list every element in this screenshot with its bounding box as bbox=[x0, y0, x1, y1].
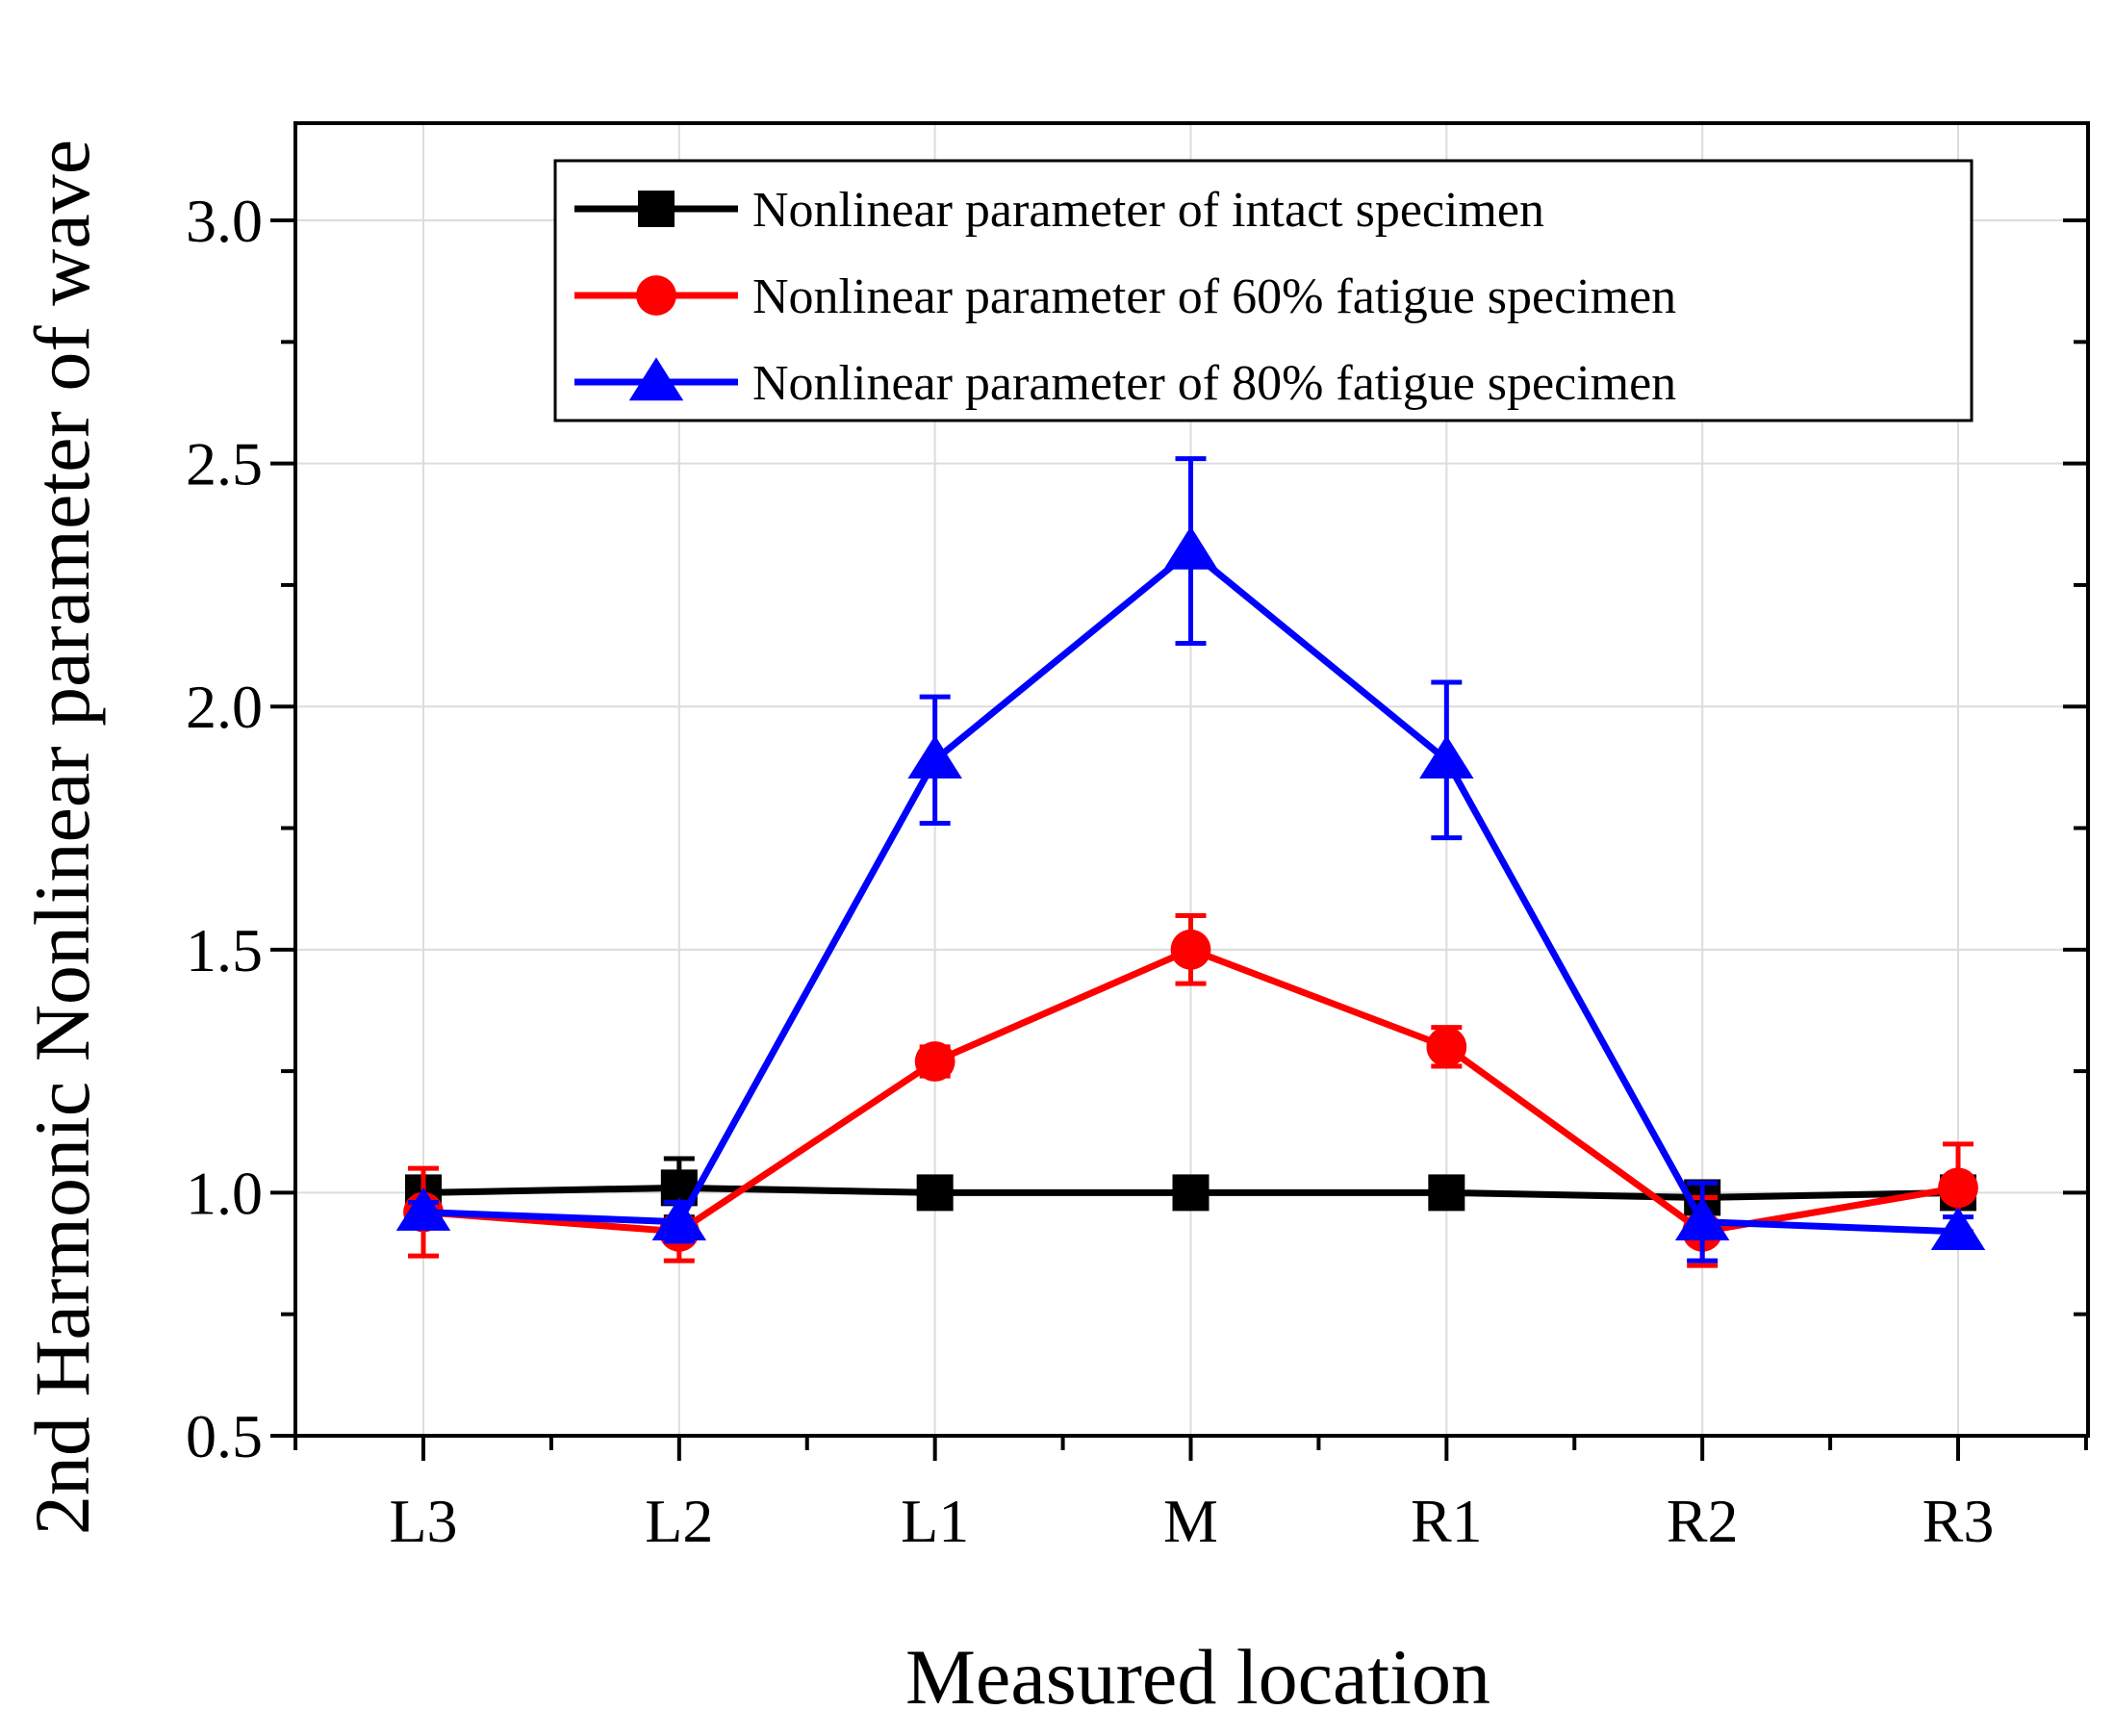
series-marker-triangle bbox=[1674, 1197, 1730, 1240]
series-marker-square bbox=[1172, 1174, 1210, 1212]
series-marker-triangle bbox=[1930, 1207, 1986, 1251]
legend-box bbox=[553, 159, 1974, 422]
series-group bbox=[395, 456, 1986, 1268]
x-tick-label: L3 bbox=[389, 1487, 457, 1555]
legend-label: Nonlinear parameter of 60% fatigue speci… bbox=[752, 269, 1676, 324]
y-tick-label: 3.0 bbox=[186, 187, 263, 255]
series-marker-circle bbox=[914, 1041, 955, 1082]
series-triangle bbox=[395, 456, 1986, 1264]
x-tick-label: R2 bbox=[1667, 1487, 1739, 1555]
series-marker-square bbox=[638, 191, 675, 227]
y-tick-label: 0.5 bbox=[186, 1402, 263, 1470]
legend-label: Nonlinear parameter of 80% fatigue speci… bbox=[752, 356, 1676, 411]
series-marker-square bbox=[1428, 1174, 1465, 1212]
legend: Nonlinear parameter of intact specimen No… bbox=[553, 159, 1974, 422]
series-marker-circle bbox=[636, 275, 676, 316]
y-tick-label: 1.0 bbox=[186, 1159, 263, 1227]
series-marker-triangle bbox=[628, 357, 684, 401]
y-axis-title: 2nd Harmonic Nonlinear parameter of wave bbox=[18, 140, 106, 1535]
x-tick-label: L1 bbox=[901, 1487, 969, 1555]
y-tick-label: 2.5 bbox=[186, 430, 263, 498]
series-marker-triangle bbox=[395, 1187, 451, 1231]
x-axis-title: Measured location bbox=[905, 1633, 1490, 1721]
series-marker-square bbox=[916, 1174, 954, 1212]
x-tick-label: M bbox=[1163, 1487, 1218, 1555]
axes: 0.5 1.0 1.5 2.0 2.5 3.0 L3 L2 L1 M R1 R2 R3 bbox=[186, 121, 2090, 1555]
x-tick-label: R1 bbox=[1411, 1487, 1483, 1555]
series-marker-triangle bbox=[651, 1197, 707, 1240]
series-marker-circle bbox=[1426, 1026, 1467, 1067]
y-tick-label: 1.5 bbox=[186, 916, 263, 984]
series-marker-triangle bbox=[907, 735, 962, 779]
series-marker-circle bbox=[1170, 929, 1211, 970]
series-marker-triangle bbox=[1163, 525, 1218, 570]
y-tick-label: 2.0 bbox=[186, 673, 263, 741]
series-marker-circle bbox=[1938, 1167, 1978, 1209]
legend-label: Nonlinear parameter of intact specimen bbox=[752, 183, 1544, 238]
series-marker-triangle bbox=[1419, 735, 1474, 779]
x-tick-label: R3 bbox=[1923, 1487, 1995, 1555]
x-tick-label: L2 bbox=[645, 1487, 713, 1555]
